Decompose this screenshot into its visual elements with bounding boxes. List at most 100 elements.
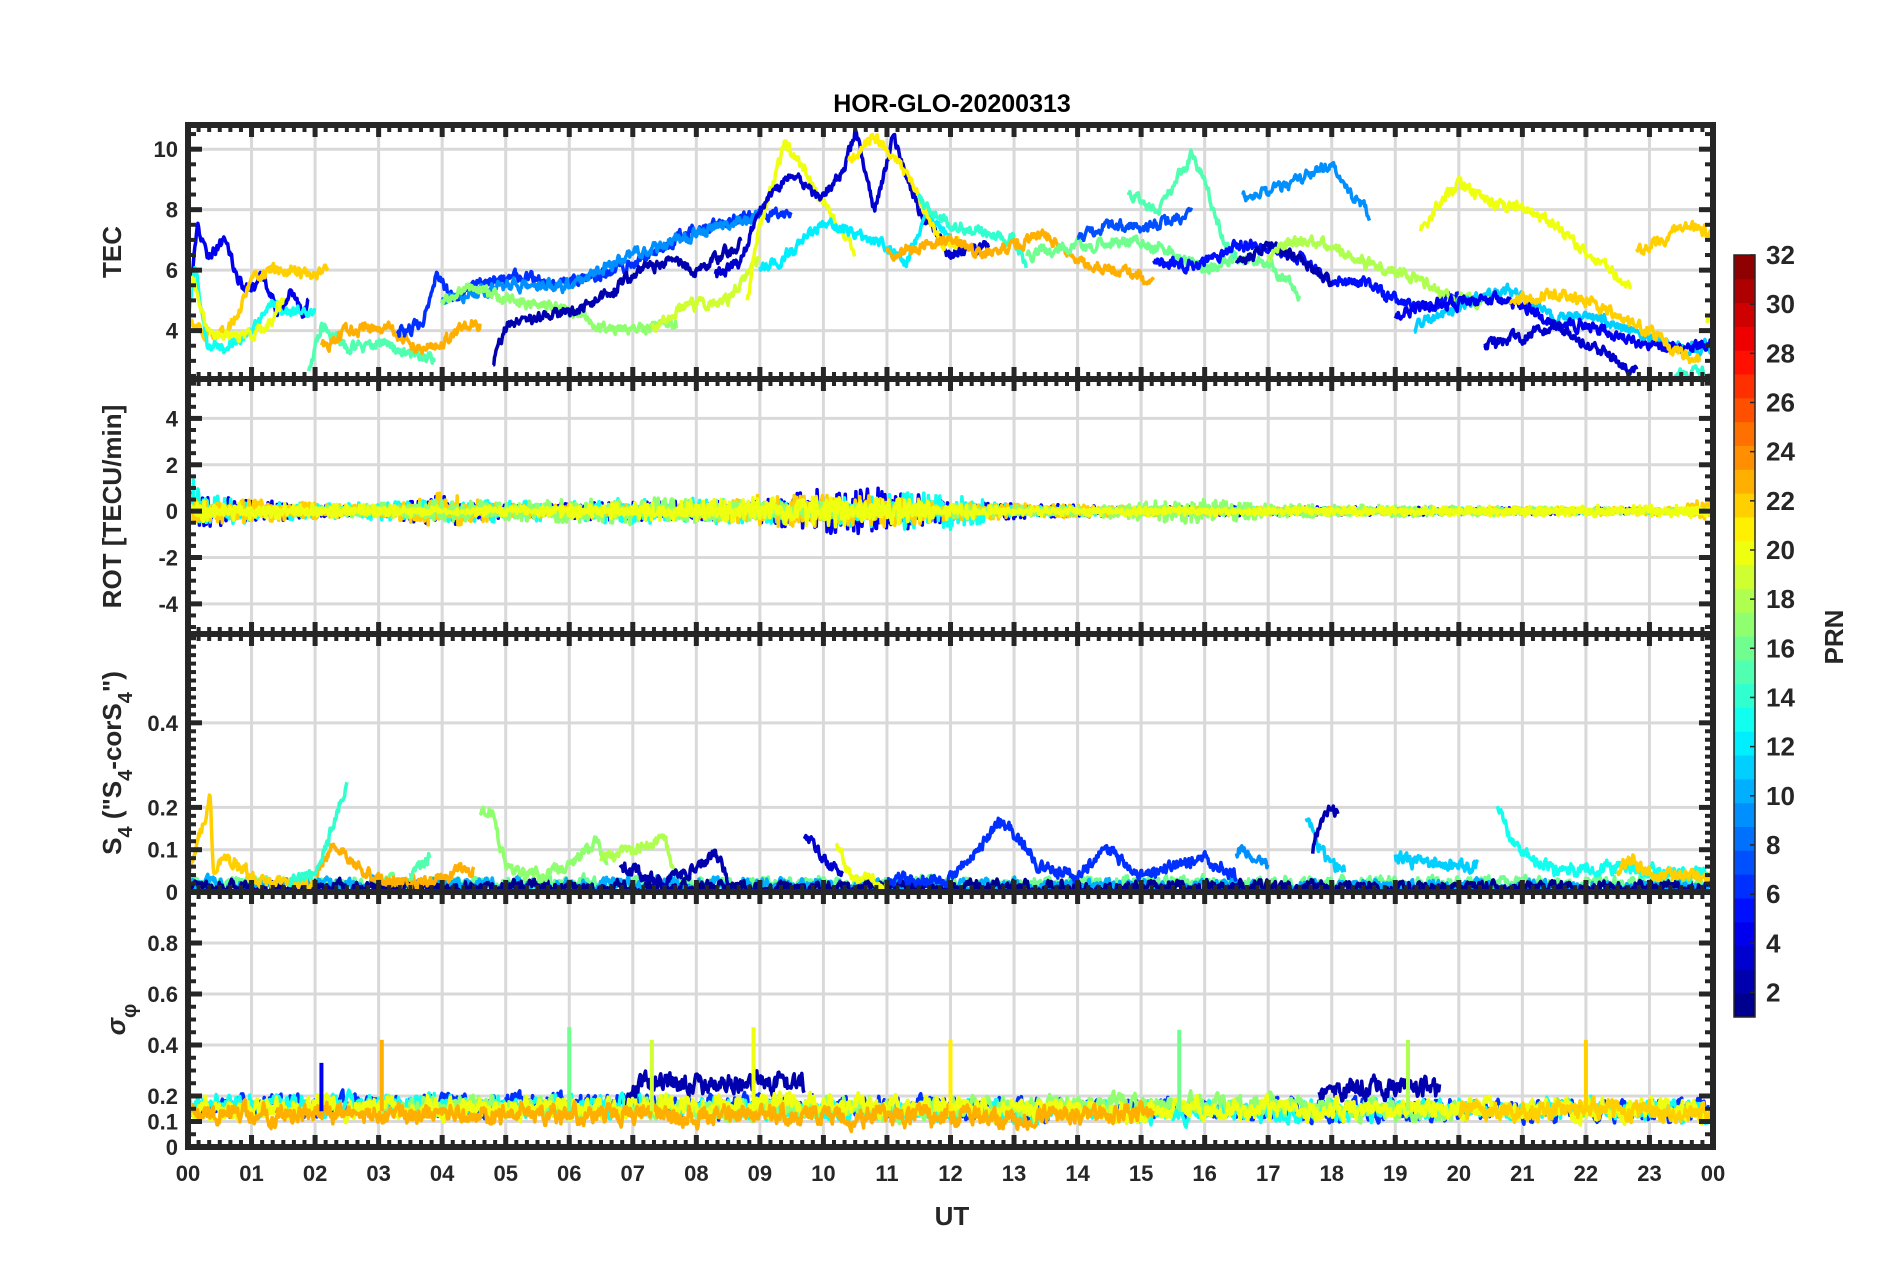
colorbar-tick-label: 28 [1766, 338, 1795, 368]
series-line-prn-7 [1076, 206, 1194, 243]
colorbar-level [1734, 707, 1755, 732]
y-axis-label-part: 4 [115, 826, 137, 838]
series-line-prn-20 [1418, 175, 1633, 290]
series-line-prn-18 [1266, 234, 1492, 311]
colorbar-level [1734, 588, 1755, 613]
x-tick-label: 17 [1256, 1161, 1280, 1186]
colorbar-level [1734, 516, 1755, 542]
x-tick-label: 23 [1637, 1161, 1661, 1186]
colorbar-tick-label: 26 [1766, 387, 1795, 417]
x-tick-label: 22 [1574, 1161, 1598, 1186]
series-line-prn-15 [306, 321, 437, 372]
series-line-prn-3 [1483, 319, 1639, 376]
series-line-prn-2 [492, 236, 743, 367]
x-tick-label: 04 [430, 1161, 455, 1186]
colorbar-level [1734, 993, 1755, 1018]
x-tick-label: 00 [1701, 1161, 1725, 1186]
x-tick-label: 02 [303, 1161, 327, 1186]
colorbar-label: PRN [1819, 610, 1849, 665]
chart-title: HOR-GLO-20200313 [833, 90, 1071, 118]
y-tick-label: -4 [158, 592, 178, 617]
y-tick-label: 0.4 [147, 1033, 178, 1058]
panel-sigma-phi: 00.10.2 0.4 0.6 0.8 σφ [101, 889, 1716, 1160]
series-line-prn-2 [618, 848, 730, 891]
y-tick-label: 0.8 [147, 931, 178, 956]
colorbar-tick-label: 20 [1766, 535, 1795, 565]
colorbar-tick-label: 30 [1766, 289, 1795, 319]
x-tick-label: 12 [938, 1161, 962, 1186]
series-line-prn-4 [1393, 290, 1713, 354]
series-line-prn-3 [802, 833, 844, 878]
y-axis-label-part: φ [119, 1004, 141, 1018]
colorbar-level [1734, 421, 1755, 446]
colorbar-tick-label: 10 [1766, 781, 1795, 811]
colorbar-level [1734, 326, 1755, 351]
y-tick-label: 0.4 [147, 711, 178, 736]
series-line-prn-21 [847, 132, 965, 252]
y-axis-label-part: σ [101, 1016, 131, 1035]
series-line-prn-22 [1615, 853, 1713, 884]
y-tick-label: 2 [166, 453, 178, 478]
series-line-prn-18 [599, 833, 680, 879]
colorbar-tick-label: 6 [1766, 879, 1780, 909]
series-line-prn-19 [650, 255, 762, 333]
colorbar-tick-label: 12 [1766, 732, 1795, 762]
x-tick-label: 01 [239, 1161, 263, 1186]
colorbar-level [1734, 374, 1755, 399]
series-line-prn-17 [478, 805, 609, 884]
x-axis-label: UT [935, 1201, 970, 1231]
y-tick-label: 0 [166, 880, 178, 905]
x-tick-label: 10 [811, 1161, 835, 1186]
series-line-prn-15 [408, 851, 432, 881]
x-tick-label: 07 [621, 1161, 645, 1186]
colorbar-level [1734, 255, 1755, 280]
x-tick-label: 14 [1065, 1161, 1090, 1186]
series-group [188, 128, 1713, 379]
series-line-prn-9 [1234, 844, 1270, 870]
x-tick-label: 18 [1320, 1161, 1344, 1186]
x-tick-label: 16 [1192, 1161, 1216, 1186]
y-axis-label: S4 ("S4-corS4") [97, 671, 137, 855]
colorbar-level [1734, 469, 1755, 494]
colorbar-level [1734, 874, 1755, 899]
colorbar-level [1734, 826, 1755, 851]
series-line-prn-11 [1304, 817, 1347, 873]
colorbar-level [1734, 636, 1755, 661]
panel-s4: 00.10.20.4S4 ("S4-corS4") [97, 631, 1716, 905]
colorbar-level [1734, 302, 1755, 327]
x-tick-label: 19 [1383, 1161, 1407, 1186]
series-line-prn-11 [1393, 850, 1480, 875]
y-tick-label: 0.2 [147, 795, 178, 820]
colorbar-level [1734, 850, 1755, 875]
colorbar-level [1734, 897, 1755, 923]
colorbar-tick-label: 22 [1766, 486, 1795, 516]
colorbar-level [1734, 278, 1755, 304]
series-line-prn-22 [1635, 219, 1713, 256]
colorbar-level [1734, 540, 1755, 566]
x-tick-labels: 00 01 02 03 04 05 06 07 08 09 10 11 12 13 14 15 16 17 18 19… [176, 1161, 1725, 1186]
y-tick-label: -2 [158, 546, 178, 571]
colorbar-tick-label: 8 [1766, 830, 1780, 860]
colorbar-level [1734, 778, 1755, 804]
series-line-prn-2 [1317, 1073, 1442, 1103]
colorbar-level [1734, 397, 1755, 423]
colorbar-tick-label: 24 [1766, 437, 1795, 467]
series-line-prn-2 [1310, 804, 1340, 854]
colorbar-level [1734, 945, 1755, 970]
series-line-prn-2 [624, 1069, 806, 1108]
x-tick-label: 05 [493, 1161, 517, 1186]
colorbar-level [1734, 612, 1755, 637]
y-axis-label: TEC [97, 226, 127, 278]
series-group [188, 1027, 1713, 1134]
panel-tec: 4 6 8 10 TEC [97, 122, 1716, 382]
series-group [188, 478, 1713, 536]
y-tick-label: 0 [166, 1135, 178, 1160]
y-axis-label: σφ [101, 1004, 141, 1036]
x-tick-label: 20 [1447, 1161, 1471, 1186]
series-line-prn-20 [188, 275, 286, 344]
x-tick-label: 11 [875, 1161, 898, 1186]
y-tick-label: 6 [166, 258, 178, 283]
y-axis-label-part: -corS [97, 703, 127, 769]
